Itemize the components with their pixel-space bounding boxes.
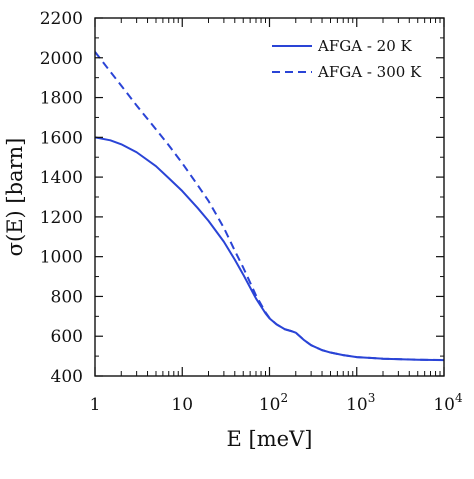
x-axis-title: E [meV] bbox=[227, 427, 313, 451]
y-tick-label: 600 bbox=[51, 327, 83, 347]
series-line-1 bbox=[95, 51, 444, 362]
x-tick-label: 10 bbox=[171, 395, 193, 415]
legend-label-1: AFGA - 300 K bbox=[317, 63, 422, 81]
legend: AFGA - 20 K AFGA - 300 K bbox=[272, 37, 422, 81]
axes-group: 400 600 800 1000 1200 1400 1600 1800 2000 2200 1 10… bbox=[3, 9, 463, 451]
y-tick-label: 400 bbox=[51, 367, 83, 387]
y-tick-label: 2200 bbox=[40, 9, 83, 29]
x-tick-label: 103 bbox=[346, 391, 375, 415]
y-tick-label: 1200 bbox=[40, 208, 83, 228]
y-tick-label: 1400 bbox=[40, 168, 83, 188]
x-tick-label: 1 bbox=[90, 395, 101, 415]
y-axis-title: σ(E) [barn] bbox=[3, 138, 27, 257]
x-tick-label: 102 bbox=[259, 391, 288, 415]
x-tick-label: 104 bbox=[433, 391, 463, 415]
series-group bbox=[95, 51, 444, 362]
y-tick-label: 2000 bbox=[40, 49, 83, 69]
y-tick-label: 1800 bbox=[40, 89, 83, 109]
legend-label-0: AFGA - 20 K bbox=[317, 37, 413, 55]
y-tick-label: 800 bbox=[51, 287, 83, 307]
series-line-0 bbox=[95, 136, 444, 362]
y-tick-label: 1600 bbox=[40, 128, 83, 148]
y-tick-label: 1000 bbox=[40, 248, 83, 268]
